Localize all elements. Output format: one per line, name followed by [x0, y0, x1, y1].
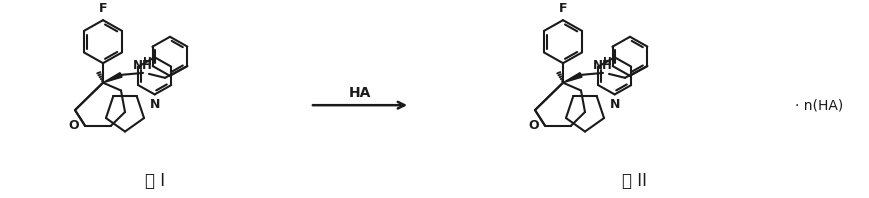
Text: 式 II: 式 II	[622, 172, 647, 190]
Text: 式 I: 式 I	[145, 172, 165, 190]
Text: · n(HA): · n(HA)	[794, 98, 842, 112]
Text: F: F	[558, 2, 567, 15]
Text: N: N	[609, 98, 619, 111]
Text: N: N	[149, 98, 160, 111]
Text: F: F	[99, 2, 107, 15]
Text: O: O	[69, 119, 79, 132]
Text: O: O	[527, 119, 539, 132]
Text: HA: HA	[348, 86, 371, 100]
Text: H: H	[602, 57, 611, 67]
Polygon shape	[562, 73, 581, 83]
Text: NH: NH	[593, 59, 613, 72]
Text: NH: NH	[133, 59, 153, 72]
Polygon shape	[103, 73, 122, 83]
Text: H: H	[143, 57, 151, 67]
